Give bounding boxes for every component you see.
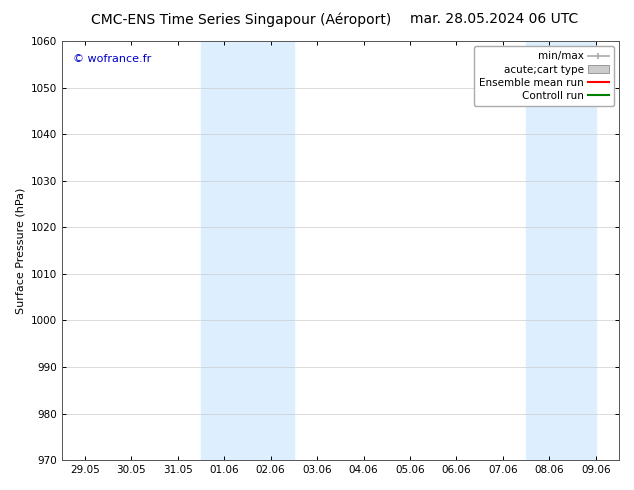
Text: © wofrance.fr: © wofrance.fr: [73, 53, 151, 64]
Text: mar. 28.05.2024 06 UTC: mar. 28.05.2024 06 UTC: [410, 12, 579, 26]
Bar: [201, 41, 294, 460]
Text: CMC-ENS Time Series Singapour (Aéroport): CMC-ENS Time Series Singapour (Aéroport): [91, 12, 391, 27]
Y-axis label: Surface Pressure (hPa): Surface Pressure (hPa): [15, 187, 25, 314]
Legend: min/max, acute;cart type, Ensemble mean run, Controll run: min/max, acute;cart type, Ensemble mean …: [474, 46, 614, 106]
Bar: [526, 41, 596, 460]
